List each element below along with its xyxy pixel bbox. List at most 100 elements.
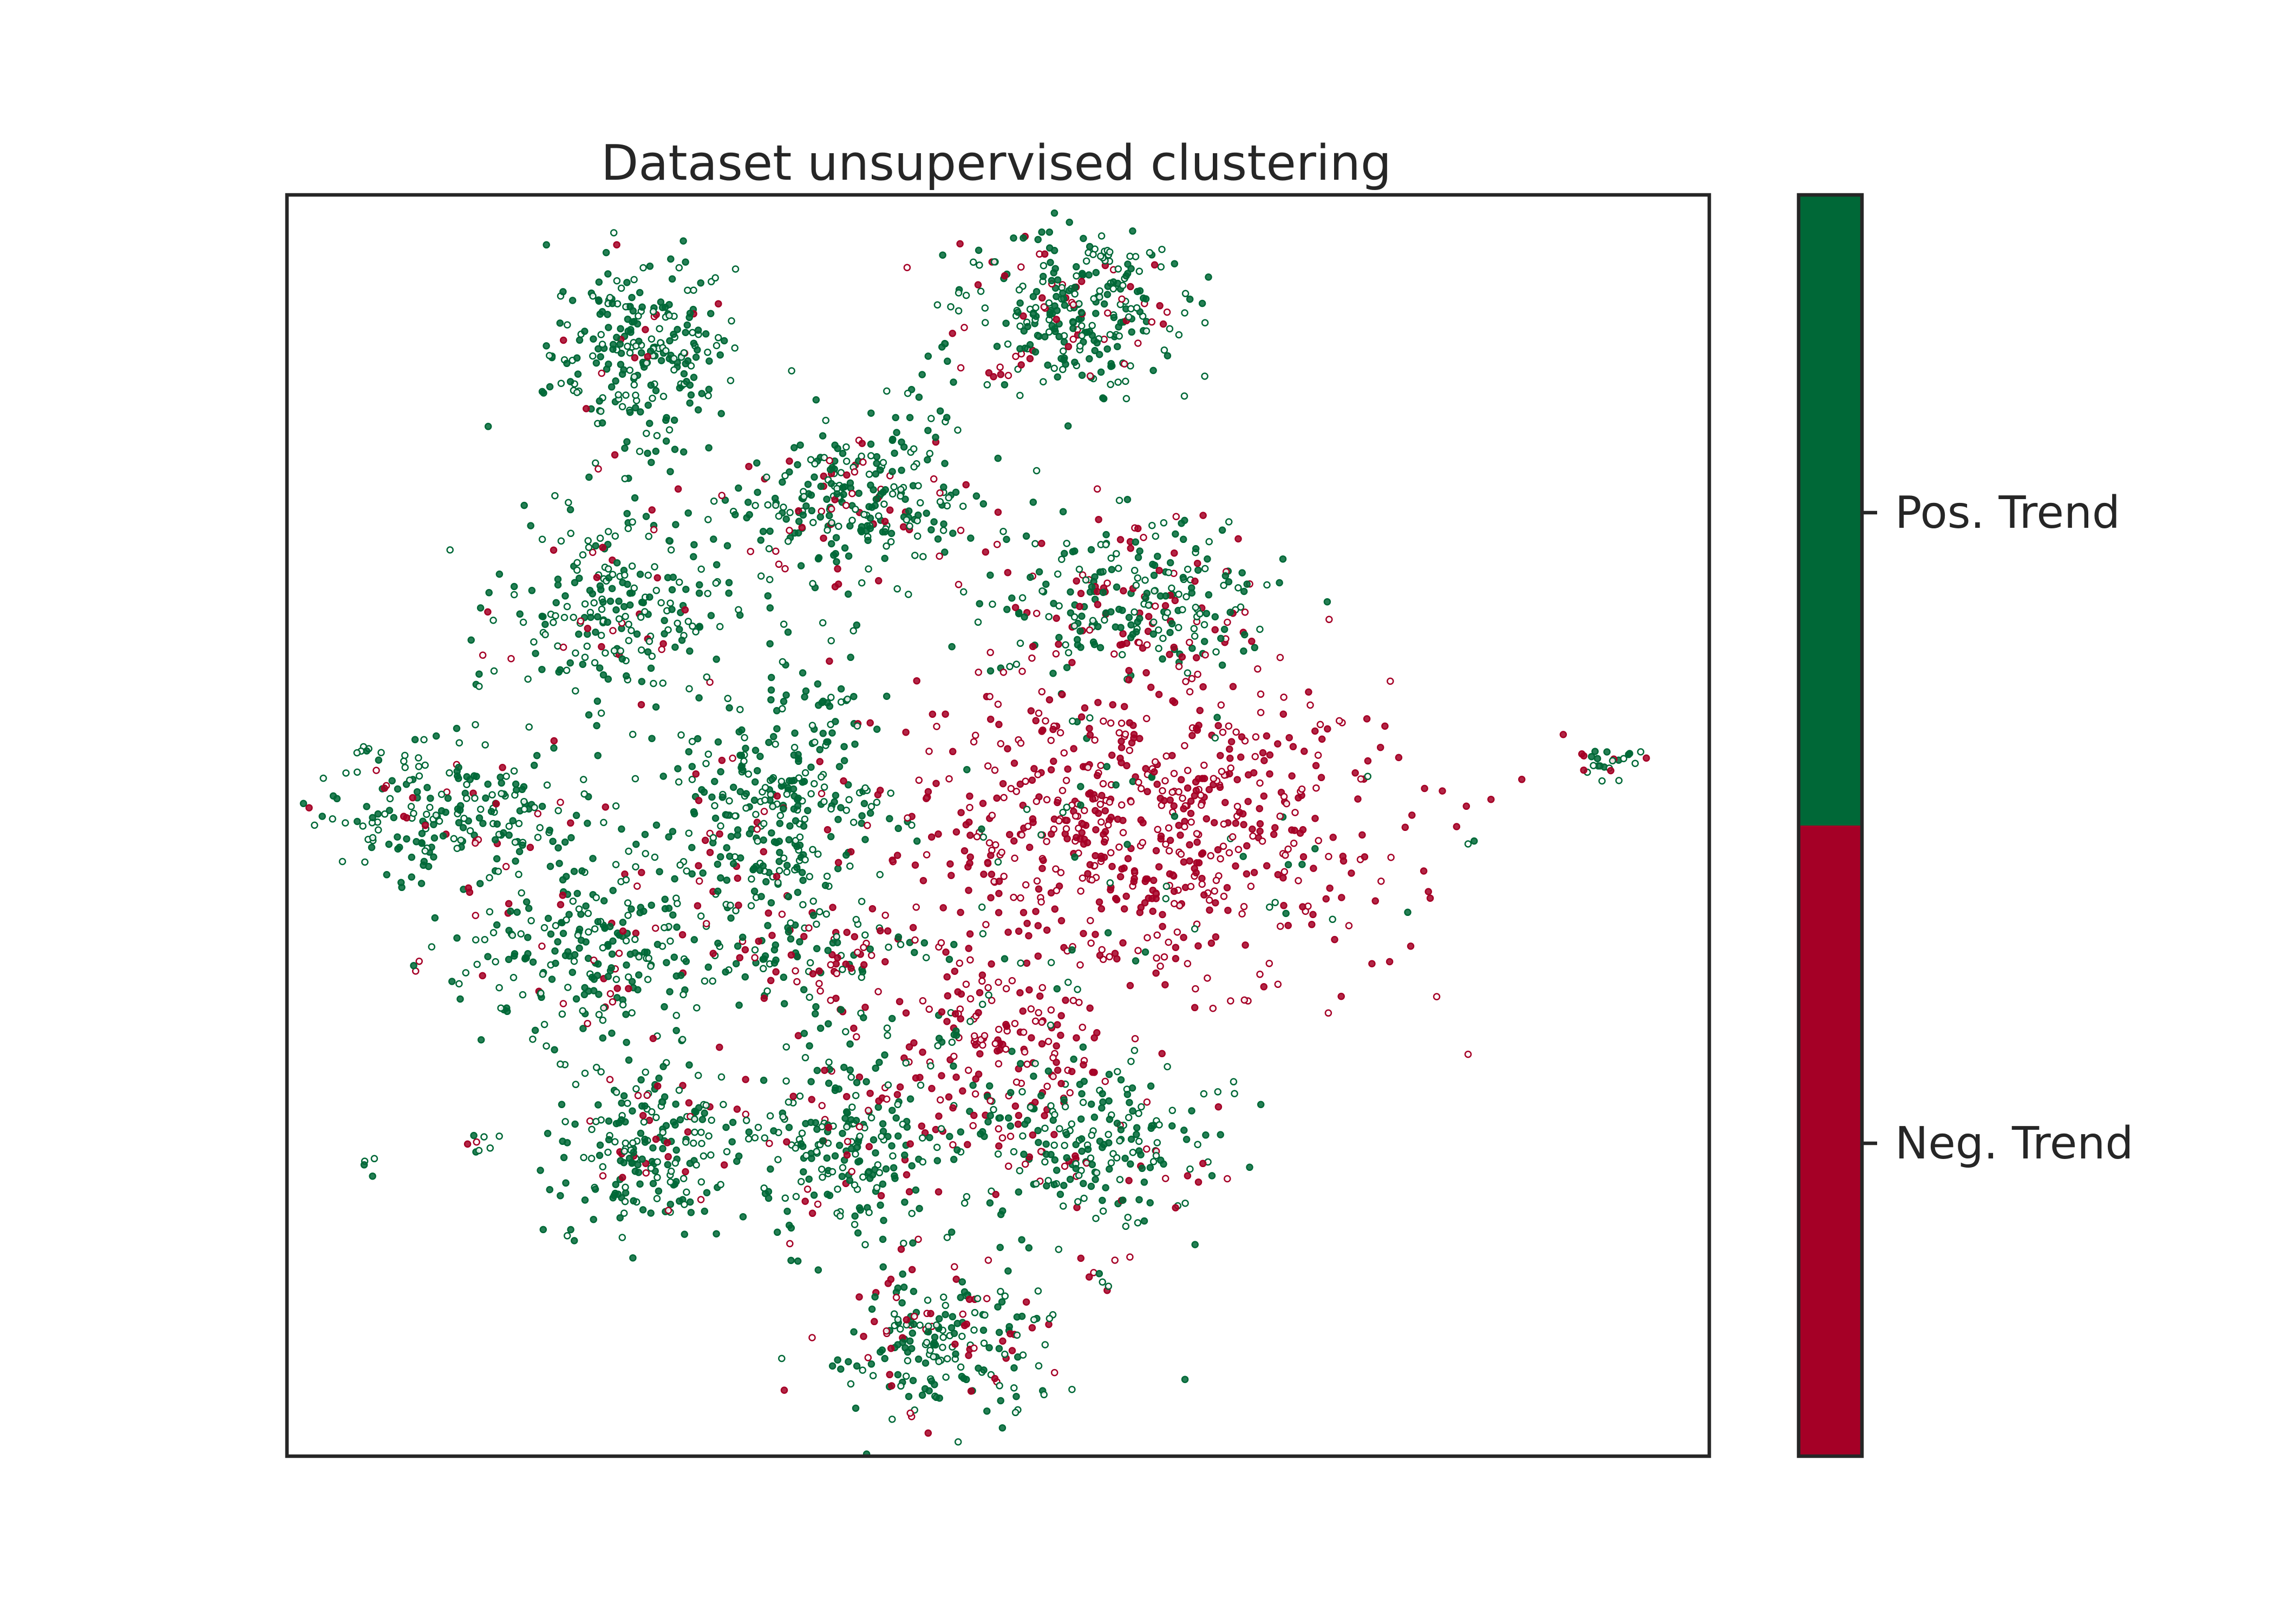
scatter-point	[643, 429, 650, 437]
scatter-point	[1127, 621, 1135, 629]
scatter-point	[1266, 751, 1274, 759]
scatter-point	[1199, 683, 1207, 691]
scatter-point	[1132, 628, 1140, 636]
scatter-point	[1010, 234, 1017, 242]
scatter-point	[753, 825, 761, 833]
scatter-point	[839, 1129, 846, 1137]
scatter-point	[1175, 788, 1182, 796]
scatter-point	[1217, 1131, 1224, 1138]
scatter-point	[1078, 612, 1086, 620]
scatter-point	[714, 738, 722, 746]
scatter-point	[842, 851, 850, 859]
scatter-point	[381, 810, 389, 818]
scatter-point	[497, 1004, 505, 1012]
scatter-point	[1205, 591, 1213, 599]
scatter-point	[790, 792, 798, 800]
scatter-point	[665, 312, 673, 319]
scatter-point	[816, 513, 825, 521]
scatter-point	[955, 307, 963, 315]
scatter-point	[1077, 887, 1084, 895]
scatter-point	[1027, 573, 1034, 581]
scatter-point	[704, 516, 712, 523]
scatter-point	[888, 1106, 896, 1114]
scatter-point	[679, 448, 688, 456]
scatter-point	[993, 794, 1001, 802]
scatter-point	[760, 836, 767, 844]
scatter-point	[982, 921, 990, 928]
scatter-point	[513, 786, 520, 794]
scatter-point	[887, 538, 895, 546]
scatter-point	[787, 1256, 795, 1265]
scatter-point	[569, 897, 577, 905]
scatter-point	[783, 868, 791, 876]
scatter-point	[1426, 894, 1434, 902]
scatter-point	[413, 788, 421, 796]
scatter-point	[1017, 1060, 1024, 1068]
scatter-point	[814, 850, 822, 858]
scatter-point	[1159, 911, 1166, 919]
scatter-point	[1060, 1182, 1068, 1189]
scatter-point	[1129, 1107, 1136, 1115]
scatter-point	[971, 1090, 979, 1098]
scatter-point	[510, 591, 518, 599]
scatter-point	[628, 1160, 636, 1167]
scatter-point	[924, 1296, 932, 1304]
scatter-point	[1243, 580, 1251, 588]
scatter-point	[582, 902, 590, 910]
scatter-point	[1023, 920, 1031, 927]
scatter-point	[854, 1229, 862, 1237]
scatter-point	[537, 990, 545, 997]
scatter-point	[1177, 776, 1185, 784]
scatter-point	[579, 660, 587, 668]
scatter-point	[966, 803, 973, 811]
scatter-point	[318, 813, 326, 820]
scatter-point	[1151, 758, 1159, 766]
scatter-point	[1265, 960, 1273, 967]
scatter-point	[1117, 1076, 1125, 1084]
scatter-point	[1229, 833, 1237, 841]
scatter-point	[1105, 1282, 1113, 1290]
scatter-point	[637, 646, 645, 654]
scatter-point	[1155, 645, 1162, 652]
scatter-point	[408, 873, 415, 881]
scatter-point	[712, 579, 720, 587]
scatter-point	[415, 772, 423, 780]
scatter-point	[628, 293, 636, 302]
scatter-point	[883, 542, 890, 550]
scatter-point	[727, 833, 735, 840]
scatter-point	[1038, 688, 1046, 696]
scatter-point	[867, 1360, 875, 1368]
scatter-point	[695, 796, 703, 804]
scatter-point	[1061, 354, 1068, 362]
scatter-point	[806, 873, 814, 881]
scatter-point	[475, 683, 483, 690]
scatter-point	[1207, 852, 1214, 860]
scatter-point	[1091, 573, 1099, 581]
scatter-point	[1165, 938, 1172, 946]
scatter-point	[698, 1140, 705, 1148]
scatter-point	[1143, 1098, 1151, 1106]
scatter-point	[941, 548, 949, 556]
scatter-point	[543, 781, 551, 789]
scatter-point	[596, 1141, 604, 1149]
scatter-point	[971, 731, 979, 739]
scatter-point	[855, 1293, 863, 1301]
scatter-point	[1097, 905, 1106, 913]
scatter-point	[1404, 908, 1412, 916]
scatter-point	[1003, 606, 1011, 613]
scatter-point	[1145, 613, 1153, 620]
scatter-point	[1126, 1098, 1133, 1106]
scatter-point	[426, 803, 434, 811]
scatter-point	[1016, 299, 1024, 307]
scatter-point	[530, 638, 538, 646]
scatter-point	[1263, 581, 1271, 589]
scatter-point	[883, 1024, 891, 1032]
colorbar-label-positive: Pos. Trend	[1895, 487, 2120, 539]
scatter-point	[924, 1429, 932, 1437]
scatter-point	[1051, 1111, 1058, 1118]
scatter-point	[1078, 1147, 1086, 1155]
scatter-point	[648, 1108, 656, 1116]
scatter-point	[1214, 846, 1222, 854]
scatter-point	[1174, 624, 1182, 632]
scatter-point	[898, 467, 905, 474]
